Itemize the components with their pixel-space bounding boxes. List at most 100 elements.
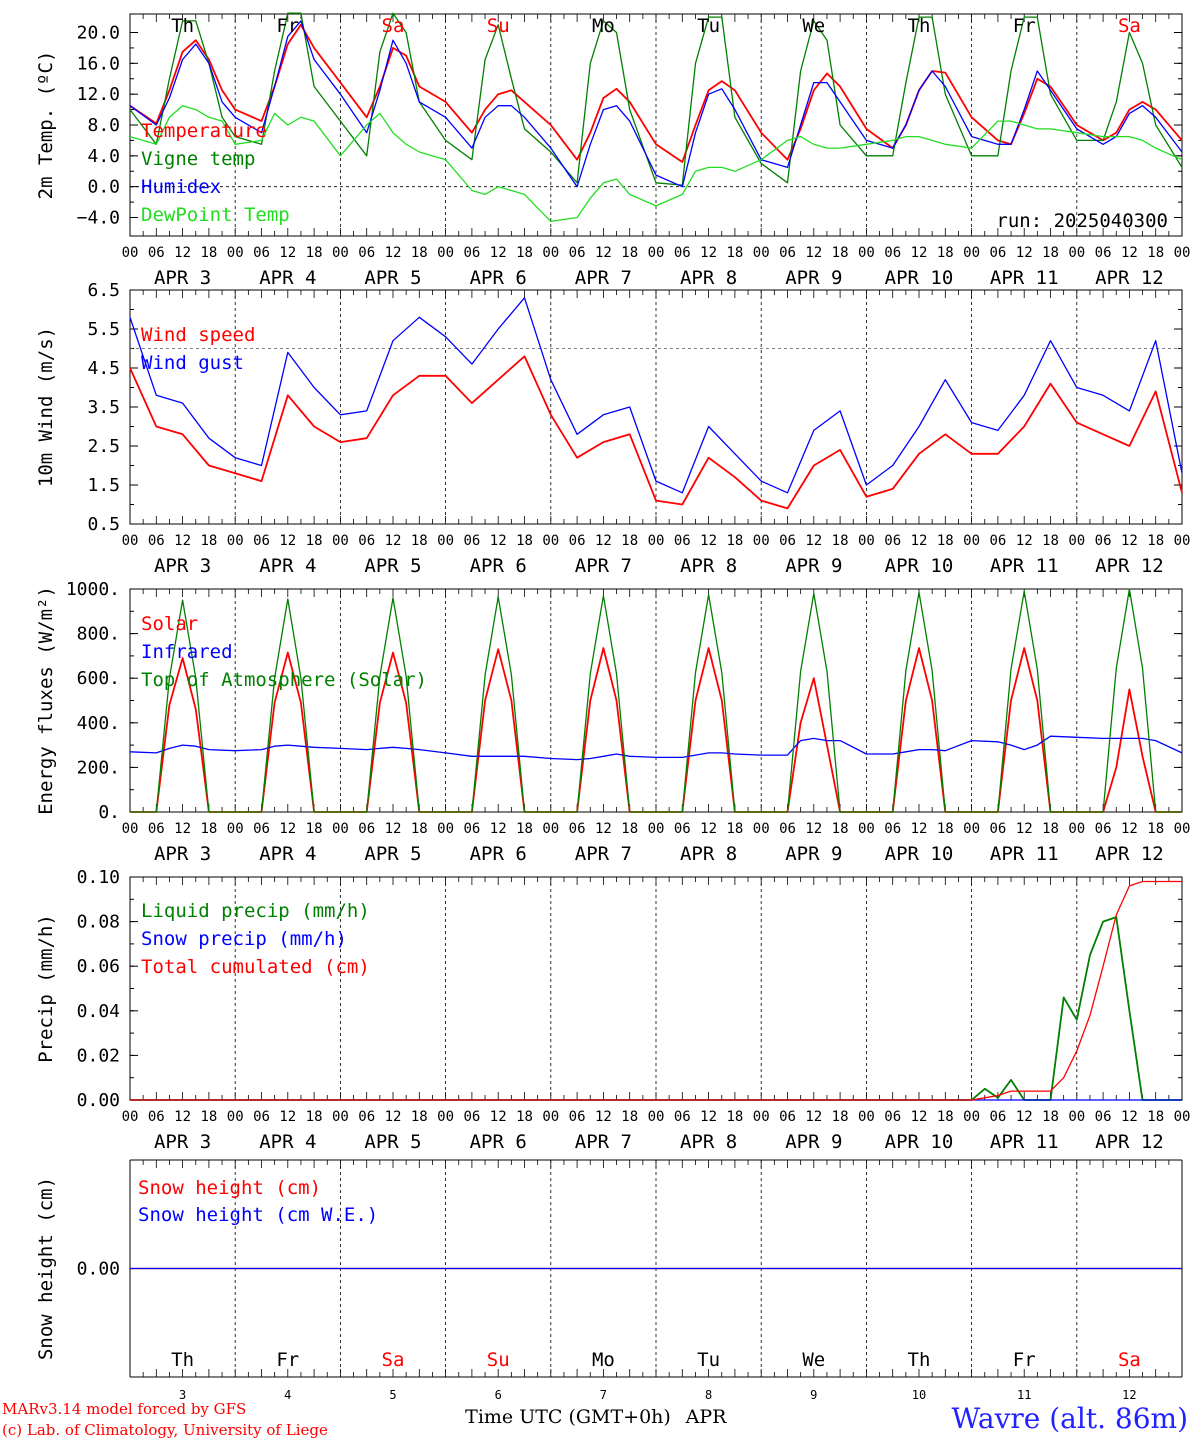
hour-tick-label: 06 — [779, 821, 796, 837]
date-label: APR 12 — [1095, 843, 1164, 865]
legend-entry: Wind speed — [141, 324, 255, 346]
hour-tick-label: 18 — [726, 1109, 743, 1125]
y-tick-label: 5.5 — [87, 319, 120, 340]
series-line-wind-gust — [129, 297, 1183, 494]
hour-tick-label: 18 — [306, 533, 323, 549]
legend-entry: Total cumulated (cm) — [141, 956, 370, 978]
day-number-label: 6 — [495, 1388, 502, 1402]
hour-tick-label: 06 — [569, 245, 586, 261]
hour-tick-label: 12 — [1016, 533, 1033, 549]
hour-tick-label: 12 — [911, 533, 928, 549]
legend-entry: Snow height (cm W.E.) — [138, 1204, 378, 1226]
date-label: APR 4 — [259, 843, 316, 865]
weekday-label: Su — [487, 1349, 510, 1371]
legend-entry: Liquid precip (mm/h) — [141, 900, 370, 922]
hour-tick-label: 12 — [385, 1109, 402, 1125]
date-label: APR 10 — [885, 843, 954, 865]
hour-tick-label: 18 — [1042, 533, 1059, 549]
hour-tick-label: 00 — [332, 533, 349, 549]
hour-tick-label: 12 — [805, 821, 822, 837]
hour-tick-label: 06 — [989, 533, 1006, 549]
station-label: Wavre (alt. 86m) — [952, 1402, 1188, 1435]
hour-tick-label: 18 — [411, 245, 428, 261]
y-axis-label: 2m Temp. (ºC) — [35, 51, 57, 200]
y-axis-label: Snow height (cm) — [35, 1177, 57, 1360]
hour-tick-label: 18 — [200, 533, 217, 549]
y-tick-label: 12.0 — [77, 84, 120, 105]
hour-tick-label: 00 — [1068, 1109, 1085, 1125]
hour-tick-label: 06 — [674, 1109, 691, 1125]
day-number-label: 9 — [810, 1388, 817, 1402]
hour-tick-label: 00 — [227, 245, 244, 261]
hour-tick-label: 00 — [963, 821, 980, 837]
hour-tick-label: 06 — [1095, 1109, 1112, 1125]
hour-tick-label: 06 — [148, 245, 165, 261]
series-line-top-of-atmosphere-solar- — [130, 588, 1182, 813]
hour-tick-label: 12 — [279, 245, 296, 261]
y-tick-label: 4.0 — [87, 146, 120, 167]
hour-tick-label: 12 — [1121, 533, 1138, 549]
hour-tick-label: 06 — [253, 1109, 270, 1125]
weekday-label: Sa — [1118, 1349, 1141, 1371]
hour-tick-label: 06 — [884, 533, 901, 549]
hour-tick-label: 12 — [385, 821, 402, 837]
hour-tick-label: 18 — [621, 1109, 638, 1125]
y-tick-label: 8.0 — [87, 115, 120, 136]
date-label: APR 4 — [259, 1131, 316, 1153]
hour-tick-label: 00 — [1068, 533, 1085, 549]
y-tick-label: 2.5 — [87, 436, 120, 457]
hour-tick-label: 00 — [1174, 245, 1191, 261]
hour-tick-label: 06 — [884, 821, 901, 837]
hour-tick-label: 00 — [1174, 533, 1191, 549]
y-tick-label: 0.06 — [77, 956, 120, 977]
date-label: APR 10 — [885, 555, 954, 577]
hour-tick-label: 12 — [1016, 1109, 1033, 1125]
hour-tick-label: 06 — [779, 245, 796, 261]
hour-tick-label: 12 — [490, 245, 507, 261]
date-label: APR 11 — [990, 1131, 1059, 1153]
y-tick-label: 200. — [77, 757, 120, 778]
date-label: APR 7 — [575, 267, 632, 289]
y-tick-label: 1000. — [66, 579, 120, 600]
hour-tick-label: 12 — [490, 1109, 507, 1125]
weekday-label: We — [802, 1349, 825, 1371]
panel-4: 0.00 0.02 0.04 0.06 0.08 0.10 Precip (mm/h) Liq… — [35, 867, 1190, 1153]
hour-tick-label: 00 — [542, 533, 559, 549]
hour-tick-label: 18 — [516, 245, 533, 261]
date-label: APR 6 — [470, 267, 527, 289]
y-tick-label: 0.04 — [77, 1001, 120, 1022]
hour-tick-label: 00 — [1174, 821, 1191, 837]
legend-entry: Humidex — [141, 176, 221, 198]
hour-tick-label: 00 — [437, 1109, 454, 1125]
hour-tick-label: 12 — [805, 1109, 822, 1125]
hour-tick-label: 18 — [516, 821, 533, 837]
hour-tick-label: 00 — [437, 821, 454, 837]
day-number-label: 8 — [705, 1388, 712, 1402]
hour-tick-label: 18 — [621, 533, 638, 549]
date-label: APR 6 — [470, 1131, 527, 1153]
hour-tick-label: 12 — [805, 245, 822, 261]
hour-tick-label: 18 — [411, 1109, 428, 1125]
hour-tick-label: 12 — [595, 533, 612, 549]
day-number-label: 11 — [1017, 1388, 1031, 1402]
weekday-label: Mo — [592, 15, 615, 37]
hour-tick-label: 12 — [1121, 245, 1138, 261]
y-tick-label: 0.0 — [87, 177, 120, 198]
hour-tick-label: 18 — [937, 821, 954, 837]
hour-tick-label: 06 — [569, 1109, 586, 1125]
hour-tick-label: 00 — [437, 245, 454, 261]
hour-tick-label: 12 — [700, 533, 717, 549]
date-label: APR 5 — [364, 555, 421, 577]
y-tick-label: 400. — [77, 713, 120, 734]
date-label: APR 3 — [154, 1131, 211, 1153]
y-tick-label: 0.00 — [77, 1259, 120, 1280]
hour-tick-label: 00 — [858, 821, 875, 837]
y-tick-label: 16.0 — [77, 53, 120, 74]
hour-tick-label: 12 — [911, 245, 928, 261]
y-axis-label: Energy fluxes (W/m²) — [35, 586, 57, 815]
hour-tick-label: 06 — [253, 821, 270, 837]
date-label: APR 8 — [680, 843, 737, 865]
series-line-dewpoint-temp — [129, 105, 1183, 223]
hour-tick-label: 12 — [595, 245, 612, 261]
hour-tick-label: 12 — [700, 245, 717, 261]
